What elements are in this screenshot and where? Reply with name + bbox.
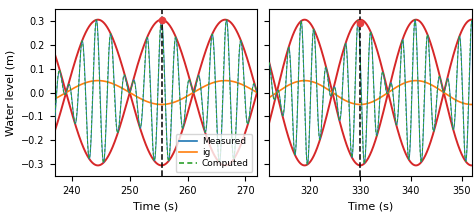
Y-axis label: Water level (m): Water level (m) — [6, 50, 16, 136]
X-axis label: Time (s): Time (s) — [348, 201, 393, 211]
X-axis label: Time (s): Time (s) — [133, 201, 178, 211]
Legend: Measured, ig, Computed: Measured, ig, Computed — [176, 134, 253, 172]
